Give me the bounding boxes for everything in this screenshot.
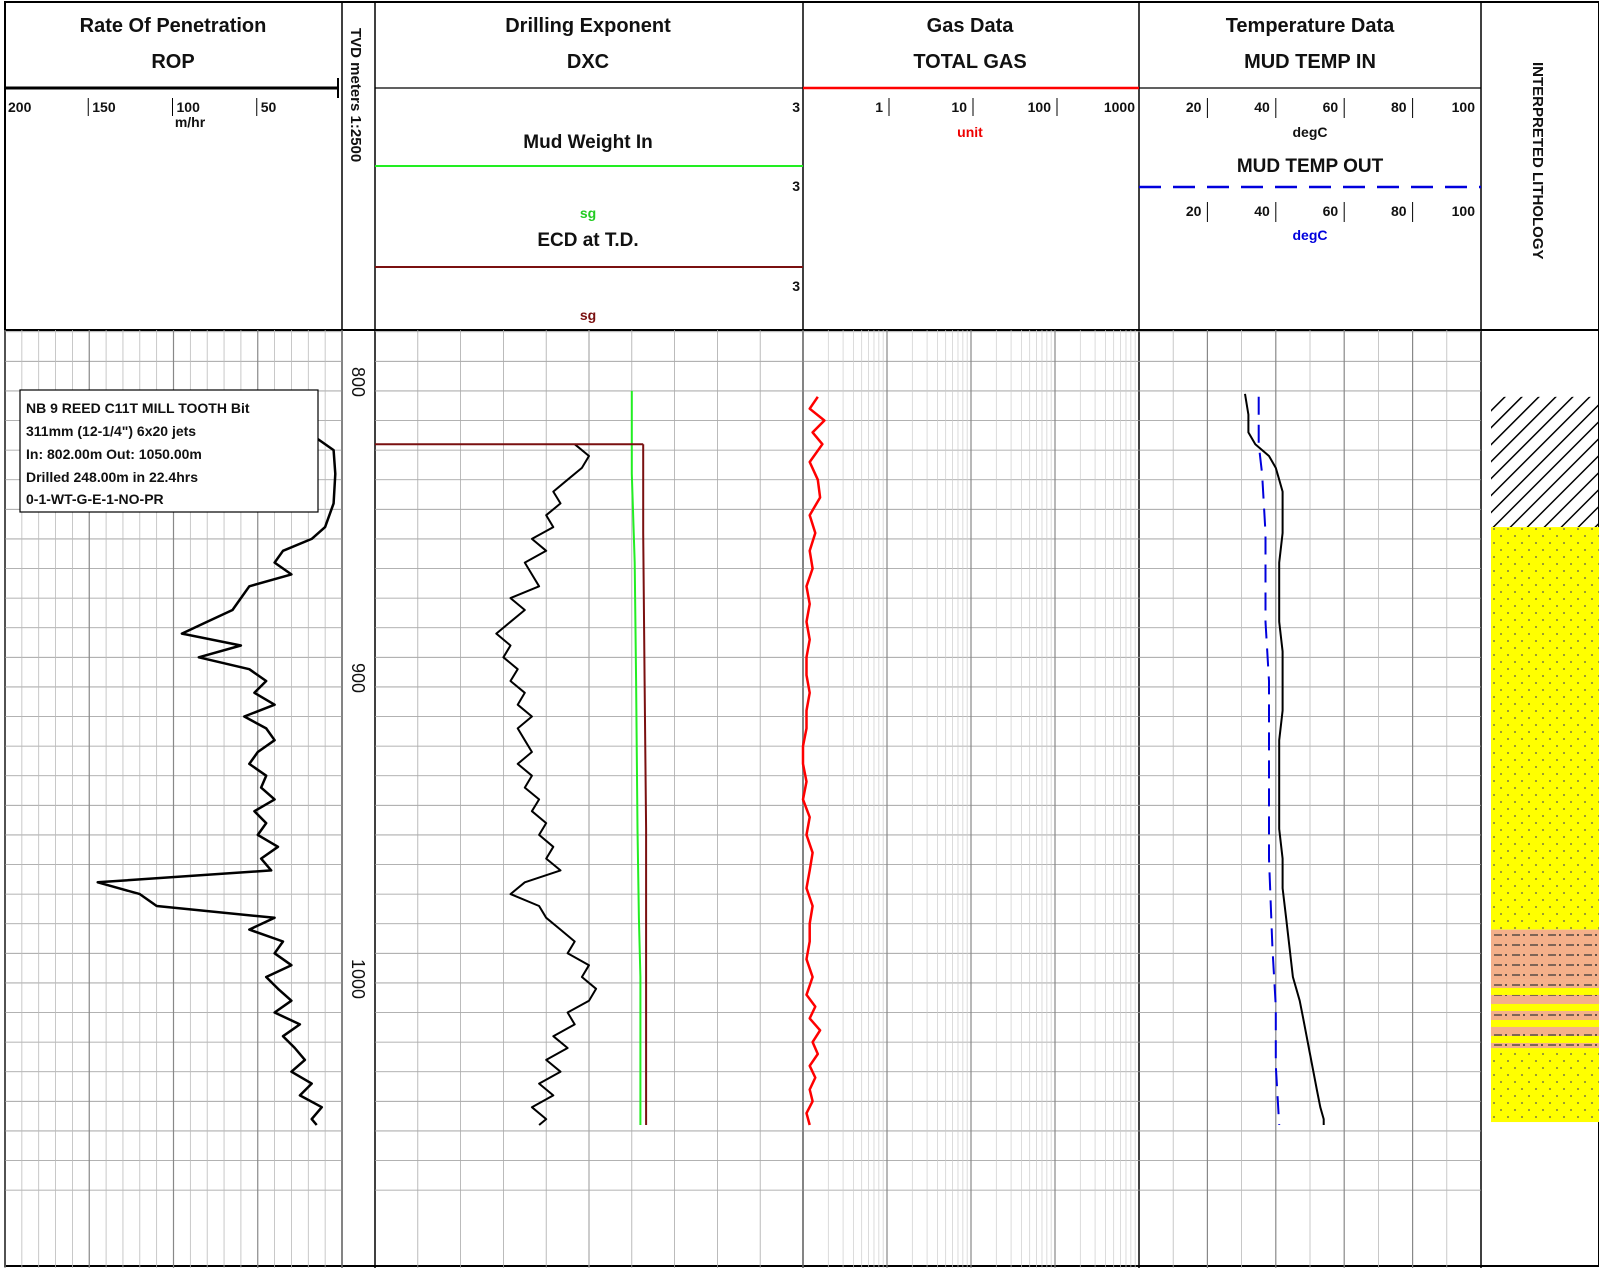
temp-out-tick-label: 100: [1452, 203, 1476, 219]
lithology-interbed: [1491, 988, 1599, 995]
gas-subtitle: TOTAL GAS: [913, 51, 1026, 73]
lithology-bed-sand: [1491, 1048, 1599, 1122]
temp-out-unit: degC: [1293, 227, 1328, 243]
curve-ecd-at-t-d-: [643, 444, 646, 1125]
depth-scale-label: TVD meters 1:2500: [347, 28, 364, 162]
outer-frame: [5, 2, 1599, 1266]
temp-in-tick-label: 100: [1452, 99, 1476, 115]
mud-weight-tick: 3: [792, 178, 800, 194]
depth-label: 1000: [348, 959, 368, 999]
depth-label: 800: [348, 367, 368, 397]
lithology-interbed: [1491, 1036, 1599, 1043]
bit-info-box: NB 9 REED C11T MILL TOOTH Bit 311mm (12-…: [20, 390, 318, 512]
lithology-interbed: [1491, 1004, 1599, 1011]
temp-out-tick-label: 20: [1186, 203, 1202, 219]
gas-title: Gas Data: [927, 15, 1015, 37]
curve-mud-temp-in: [1245, 394, 1324, 1125]
grid: [5, 2, 1599, 1268]
lithology-column: [1491, 397, 1599, 1122]
gas-tick-label: 1000: [1104, 99, 1135, 115]
dxc-tick: 3: [792, 99, 800, 115]
mud-weight-label: Mud Weight In: [523, 132, 652, 153]
curve-mud-weight-in: [632, 391, 641, 1125]
temp-in-tick-label: 80: [1391, 99, 1407, 115]
lithology-interbed: [1491, 1020, 1599, 1027]
temp-out-label: MUD TEMP OUT: [1237, 156, 1384, 177]
rop-tick-label: 50: [261, 99, 277, 115]
ecd-tick: 3: [792, 278, 800, 294]
temp-in-tick-label: 60: [1323, 99, 1339, 115]
rop-subtitle: ROP: [151, 51, 194, 73]
lithology-bed-hatch: [1491, 397, 1599, 527]
lithology-bed-siltstone: [1491, 930, 1599, 980]
temp-out-tick-label: 80: [1391, 203, 1407, 219]
gas-tick-label: 1: [875, 99, 883, 115]
bit-line-1: NB 9 REED C11T MILL TOOTH Bit: [26, 400, 250, 416]
temp-out-tick-label: 40: [1254, 203, 1270, 219]
rop-tick-label: 100: [177, 99, 201, 115]
lithology-label: INTERPRETED LITHOLOGY: [1529, 62, 1546, 260]
header: Rate Of Penetration ROP m/hr 200 150 100 50…: [8, 15, 1546, 323]
temp-subtitle: MUD TEMP IN: [1244, 51, 1376, 73]
gas-unit: unit: [957, 124, 983, 140]
bit-line-3: In: 802.00m Out: 1050.00m: [26, 446, 202, 462]
lithology-bed-sand: [1491, 527, 1599, 930]
bit-line-2: 311mm (12-1/4") 6x20 jets: [26, 423, 196, 439]
rop-tick-label: 150: [92, 99, 116, 115]
dxc-subtitle: DXC: [567, 51, 609, 73]
depth-labels: 800 900 1000: [348, 367, 368, 999]
dxc-title: Drilling Exponent: [505, 15, 671, 37]
depth-label: 900: [348, 663, 368, 693]
temp-in-unit: degC: [1293, 124, 1328, 140]
rop-unit: m/hr: [175, 114, 206, 130]
ecd-unit: sg: [580, 307, 596, 323]
rop-title: Rate Of Penetration: [80, 15, 267, 37]
temp-in-tick-label: 20: [1186, 99, 1202, 115]
temp-in-tick-label: 40: [1254, 99, 1270, 115]
bit-line-5: 0-1-WT-G-E-1-NO-PR: [26, 491, 164, 507]
gas-tick-label: 10: [951, 99, 967, 115]
rop-tick-label: 200: [8, 99, 32, 115]
curve-total-gas: [803, 397, 824, 1125]
bit-line-4: Drilled 248.00m in 22.4hrs: [26, 469, 198, 485]
mud-weight-unit: sg: [580, 205, 596, 221]
gas-tick-label: 100: [1028, 99, 1052, 115]
ecd-label: ECD at T.D.: [537, 230, 638, 251]
temp-title: Temperature Data: [1226, 15, 1395, 37]
temp-out-tick-label: 60: [1323, 203, 1339, 219]
